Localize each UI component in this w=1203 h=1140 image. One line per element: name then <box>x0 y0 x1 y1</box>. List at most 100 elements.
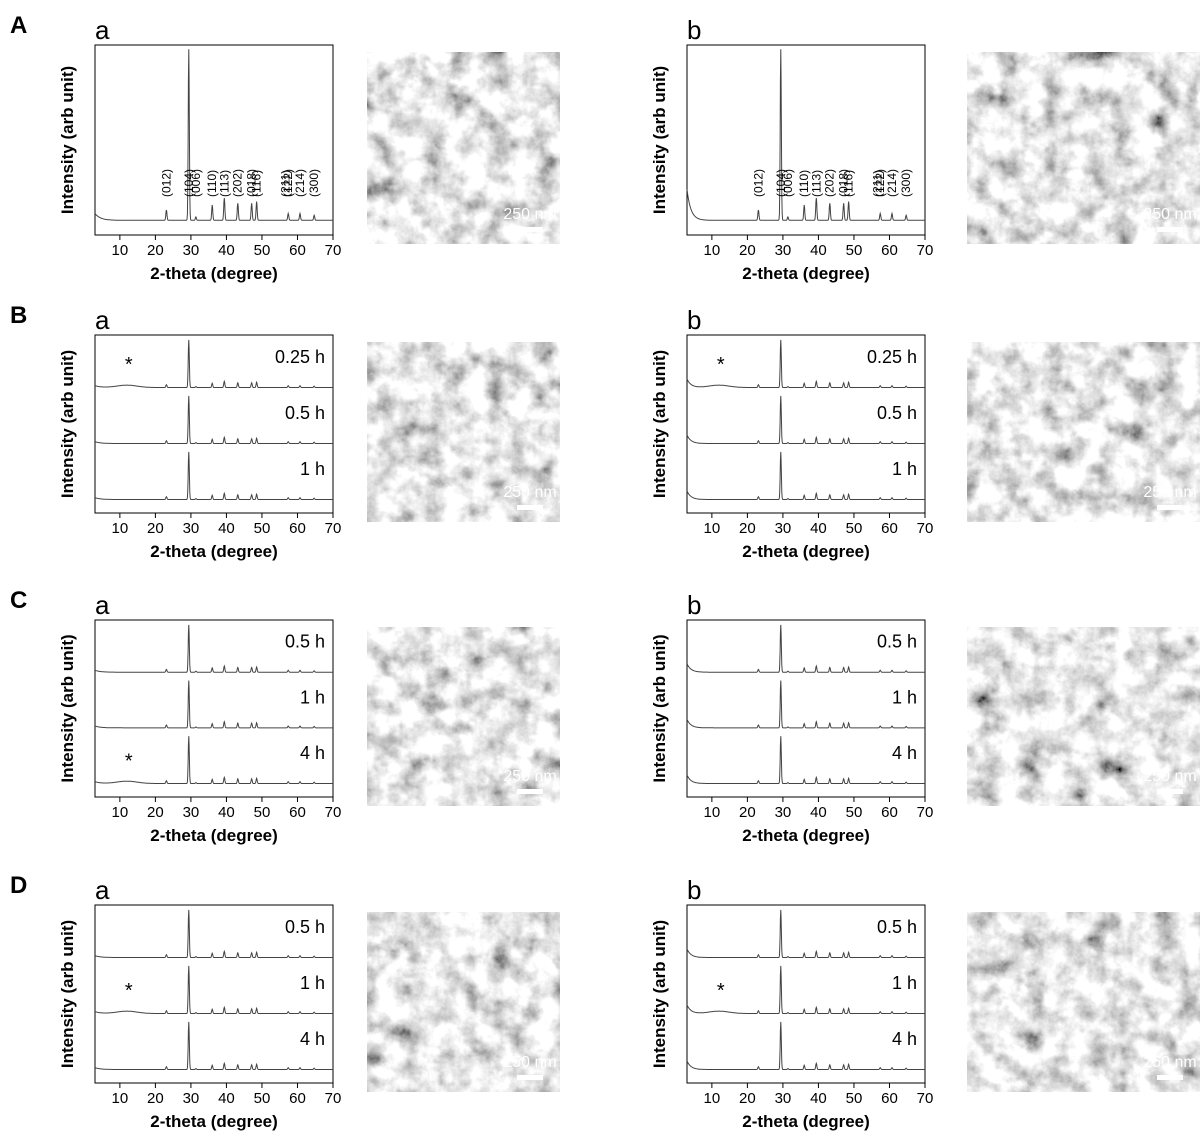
y-axis-label: Intensity (arb unit) <box>650 66 669 214</box>
panel-label: a <box>95 875 110 905</box>
xrd-trace <box>686 680 925 729</box>
panel-label: b <box>687 875 701 905</box>
xrd-trace <box>94 909 333 958</box>
amorphous-marker: * <box>717 980 725 1002</box>
x-tick-label: 70 <box>917 520 934 537</box>
plot-frame <box>686 619 926 798</box>
scale-bar <box>1157 789 1183 794</box>
x-tick-label: 10 <box>704 242 721 259</box>
hkl-label: (113) <box>809 170 823 197</box>
sem-image <box>367 627 560 806</box>
x-tick-label: 30 <box>775 520 792 537</box>
x-tick-label: 60 <box>881 1090 898 1107</box>
hkl-label: (214) <box>293 169 307 197</box>
panel-label: a <box>95 15 110 45</box>
trace-label: 0.5 h <box>877 403 917 423</box>
scale-bar <box>1157 505 1183 510</box>
x-tick-label: 70 <box>917 804 934 821</box>
x-tick-label: 30 <box>183 1090 200 1107</box>
hkl-label: (116) <box>250 170 264 197</box>
trace-label: 1 h <box>892 687 917 707</box>
x-tick-label: 60 <box>881 804 898 821</box>
xrd-trace <box>686 736 925 784</box>
hkl-label: (300) <box>307 169 321 197</box>
xrd-trace <box>686 965 925 1014</box>
xrd-trace <box>94 1021 333 1070</box>
hkl-label: (202) <box>822 169 836 197</box>
plot-frame <box>94 904 334 1084</box>
hkl-label: (018) <box>245 169 259 197</box>
x-tick-label: 50 <box>846 804 863 821</box>
amorphous-marker: * <box>717 354 725 376</box>
x-axis-label: 2-theta (degree) <box>150 264 278 283</box>
sem-image <box>367 52 560 244</box>
hkl-label: (116) <box>842 170 856 197</box>
xrd-trace <box>686 395 925 444</box>
sem-image <box>967 627 1200 806</box>
x-axis-label: 2-theta (degree) <box>742 542 870 561</box>
plot-frame <box>94 619 334 798</box>
x-axis-label: 2-theta (degree) <box>150 542 278 561</box>
xrd-trace <box>94 339 333 388</box>
plot-frame <box>686 904 926 1084</box>
trace-label: 1 h <box>300 459 325 479</box>
trace-label: 4 h <box>300 1029 325 1049</box>
row-label: A <box>10 12 27 39</box>
sem-image <box>367 912 560 1092</box>
hkl-label: (211) <box>278 170 292 197</box>
x-tick-label: 60 <box>881 520 898 537</box>
panel-label: a <box>95 590 110 620</box>
xrd-trace <box>94 624 333 673</box>
xrd-trace <box>686 339 925 388</box>
hkl-label: (012) <box>159 169 173 197</box>
xrd-trace <box>94 965 333 1014</box>
y-axis-label: Intensity (arb unit) <box>650 920 669 1068</box>
trace-label: 1 h <box>892 973 917 993</box>
xrd-trace <box>686 624 925 673</box>
x-tick-label: 30 <box>183 242 200 259</box>
y-axis-label: Intensity (arb unit) <box>58 634 77 782</box>
x-tick-label: 50 <box>254 520 271 537</box>
hkl-label: (214) <box>885 169 899 197</box>
scale-bar-label: 250 nm <box>1143 1054 1196 1071</box>
xrd-trace <box>94 680 333 729</box>
trace-label: 4 h <box>892 743 917 763</box>
x-tick-label: 60 <box>289 242 306 259</box>
scale-bar <box>1157 1075 1183 1080</box>
panel-label: a <box>95 305 110 335</box>
scale-bar-label: 250 nm <box>1143 484 1196 501</box>
x-tick-label: 40 <box>218 242 235 259</box>
trace-label: 4 h <box>892 1029 917 1049</box>
hkl-label: (122) <box>873 169 887 197</box>
hkl-label: (006) <box>781 169 795 197</box>
y-axis-label: Intensity (arb unit) <box>650 350 669 498</box>
x-tick-label: 10 <box>704 520 721 537</box>
x-tick-label: 30 <box>183 520 200 537</box>
xrd-trace <box>686 909 925 958</box>
plot-frame <box>686 44 926 236</box>
plot-frame <box>94 334 334 514</box>
x-tick-label: 30 <box>775 1090 792 1107</box>
x-tick-label: 40 <box>218 804 235 821</box>
hkl-label: (122) <box>281 169 295 197</box>
plot-frame <box>686 334 926 514</box>
xrd-trace <box>94 49 333 221</box>
scale-bar-label: 250 nm <box>1143 768 1196 785</box>
x-tick-label: 60 <box>289 1090 306 1107</box>
x-tick-label: 40 <box>218 1090 235 1107</box>
scale-bar-label: 250 nm <box>503 206 556 223</box>
trace-label: 1 h <box>892 459 917 479</box>
x-tick-label: 70 <box>917 1090 934 1107</box>
scale-bar-label: 250 nm <box>503 484 556 501</box>
x-tick-label: 20 <box>739 242 756 259</box>
trace-label: 4 h <box>300 743 325 763</box>
x-tick-label: 70 <box>917 242 934 259</box>
row-label: D <box>10 872 27 899</box>
hkl-label: (018) <box>837 169 851 197</box>
hkl-label: (211) <box>870 170 884 197</box>
x-tick-label: 40 <box>810 242 827 259</box>
scale-bar <box>517 1075 543 1080</box>
y-axis-label: Intensity (arb unit) <box>58 66 77 214</box>
scale-bar-label: 250 nm <box>503 1054 556 1071</box>
